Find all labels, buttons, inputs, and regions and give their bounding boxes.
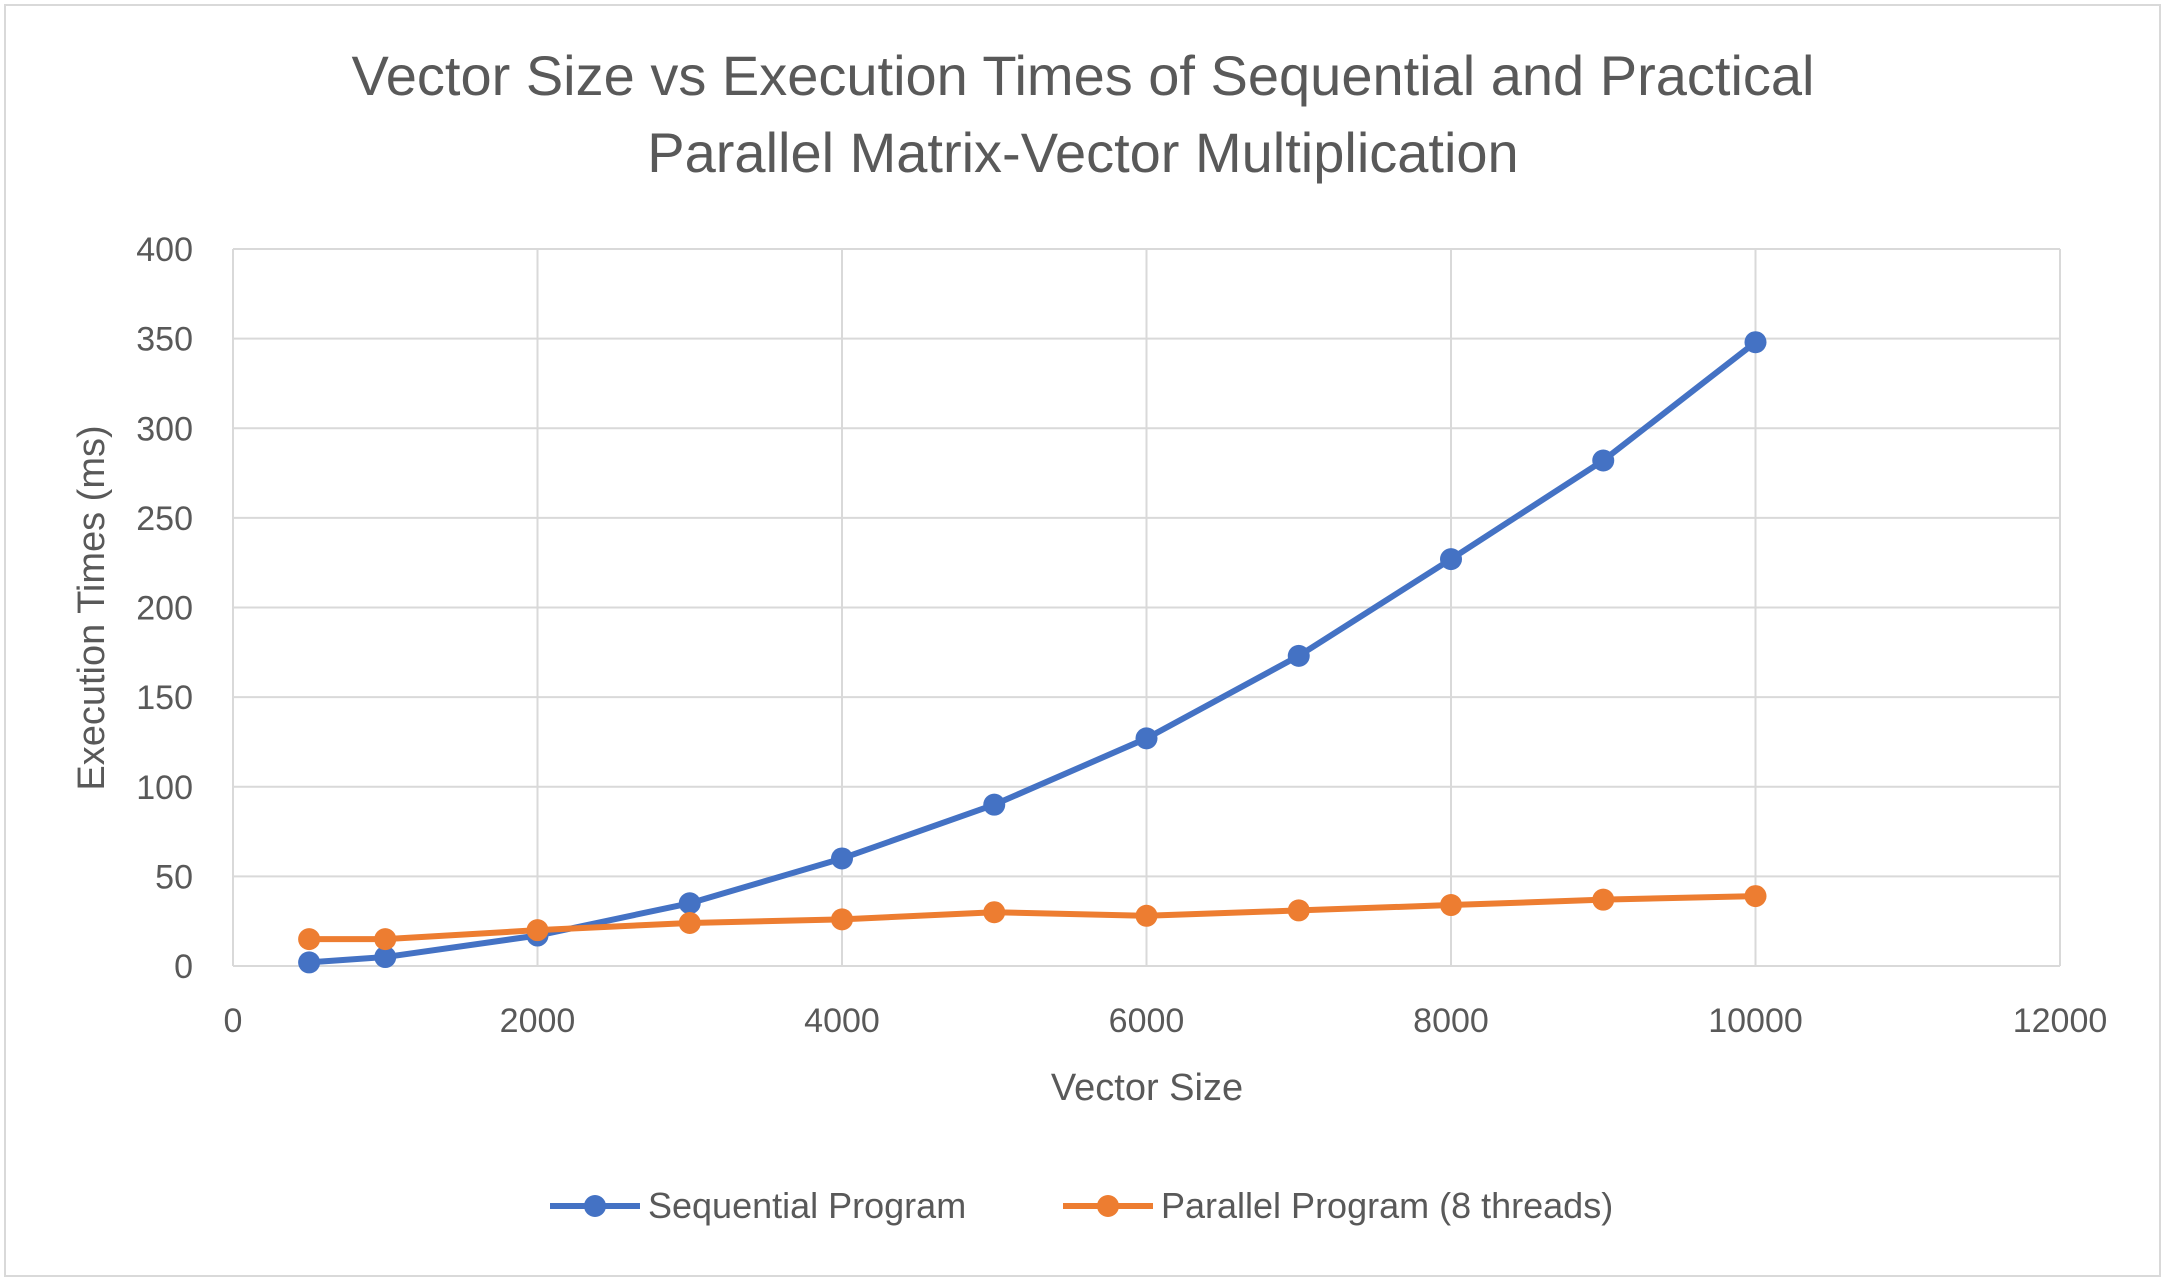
series-2-point — [298, 928, 321, 951]
chart-title-line-1: Vector Size vs Execution Times of Sequen… — [352, 44, 1815, 107]
legend-marker-2 — [1097, 1195, 1119, 1217]
y-tick-label: 100 — [136, 769, 193, 807]
y-tick-label: 400 — [136, 231, 193, 269]
gridlines — [232, 248, 2061, 967]
series-1-point — [1135, 727, 1158, 750]
x-tick-label: 6000 — [1109, 1002, 1185, 1040]
series-1-point — [1287, 644, 1310, 667]
legend-label-1: Sequential Program — [648, 1185, 966, 1226]
y-tick-label: 150 — [136, 679, 193, 717]
chart-area — [4, 4, 2161, 1277]
series-1-point — [831, 847, 853, 870]
series-2-point — [983, 901, 1006, 924]
y-tick-label: 50 — [155, 858, 193, 896]
series-1-point — [298, 951, 321, 974]
series-2-point — [678, 911, 701, 934]
series-1-point — [678, 892, 701, 915]
x-tick-label: 12000 — [2013, 1002, 2108, 1040]
series-2-point — [831, 908, 853, 931]
series-2-point — [1287, 899, 1310, 922]
y-tick-label: 0 — [174, 948, 193, 986]
series-1-point — [1744, 331, 1767, 354]
chart-title-line-2: Parallel Matrix-Vector Multiplication — [647, 121, 1518, 184]
x-tick-label: 4000 — [804, 1002, 880, 1040]
y-tick-label: 250 — [136, 500, 193, 538]
legend-marker-1 — [584, 1195, 606, 1217]
series-line-1 — [306, 339, 1759, 966]
series-2-point — [1744, 885, 1767, 908]
x-tick-label: 8000 — [1413, 1002, 1489, 1040]
series-2-point — [1135, 904, 1158, 927]
series-1-point — [374, 946, 397, 969]
series-layer — [298, 331, 1767, 974]
series-1-point — [1440, 548, 1462, 571]
legend: Sequential Program Parallel Program (8 th… — [550, 1185, 1613, 1226]
series-line-2 — [306, 893, 1759, 943]
x-tick-label: 0 — [224, 1002, 243, 1040]
legend-label-2: Parallel Program (8 threads) — [1161, 1185, 1613, 1226]
y-tick-label: 200 — [136, 590, 193, 628]
y-axis-title: Execution Times (ms) — [71, 425, 113, 790]
series-2-point — [1592, 888, 1615, 911]
y-tick-label: 350 — [136, 321, 193, 359]
series-1-point — [983, 793, 1006, 816]
x-tick-label: 10000 — [1708, 1002, 1803, 1040]
series-2-point — [526, 919, 549, 942]
series-2-point — [374, 928, 397, 951]
x-tick-label: 2000 — [500, 1002, 576, 1040]
y-tick-label: 300 — [136, 410, 193, 448]
series-2-point — [1440, 894, 1462, 917]
x-axis-title: Vector Size — [1051, 1067, 1243, 1109]
series-1-point — [1592, 449, 1615, 472]
